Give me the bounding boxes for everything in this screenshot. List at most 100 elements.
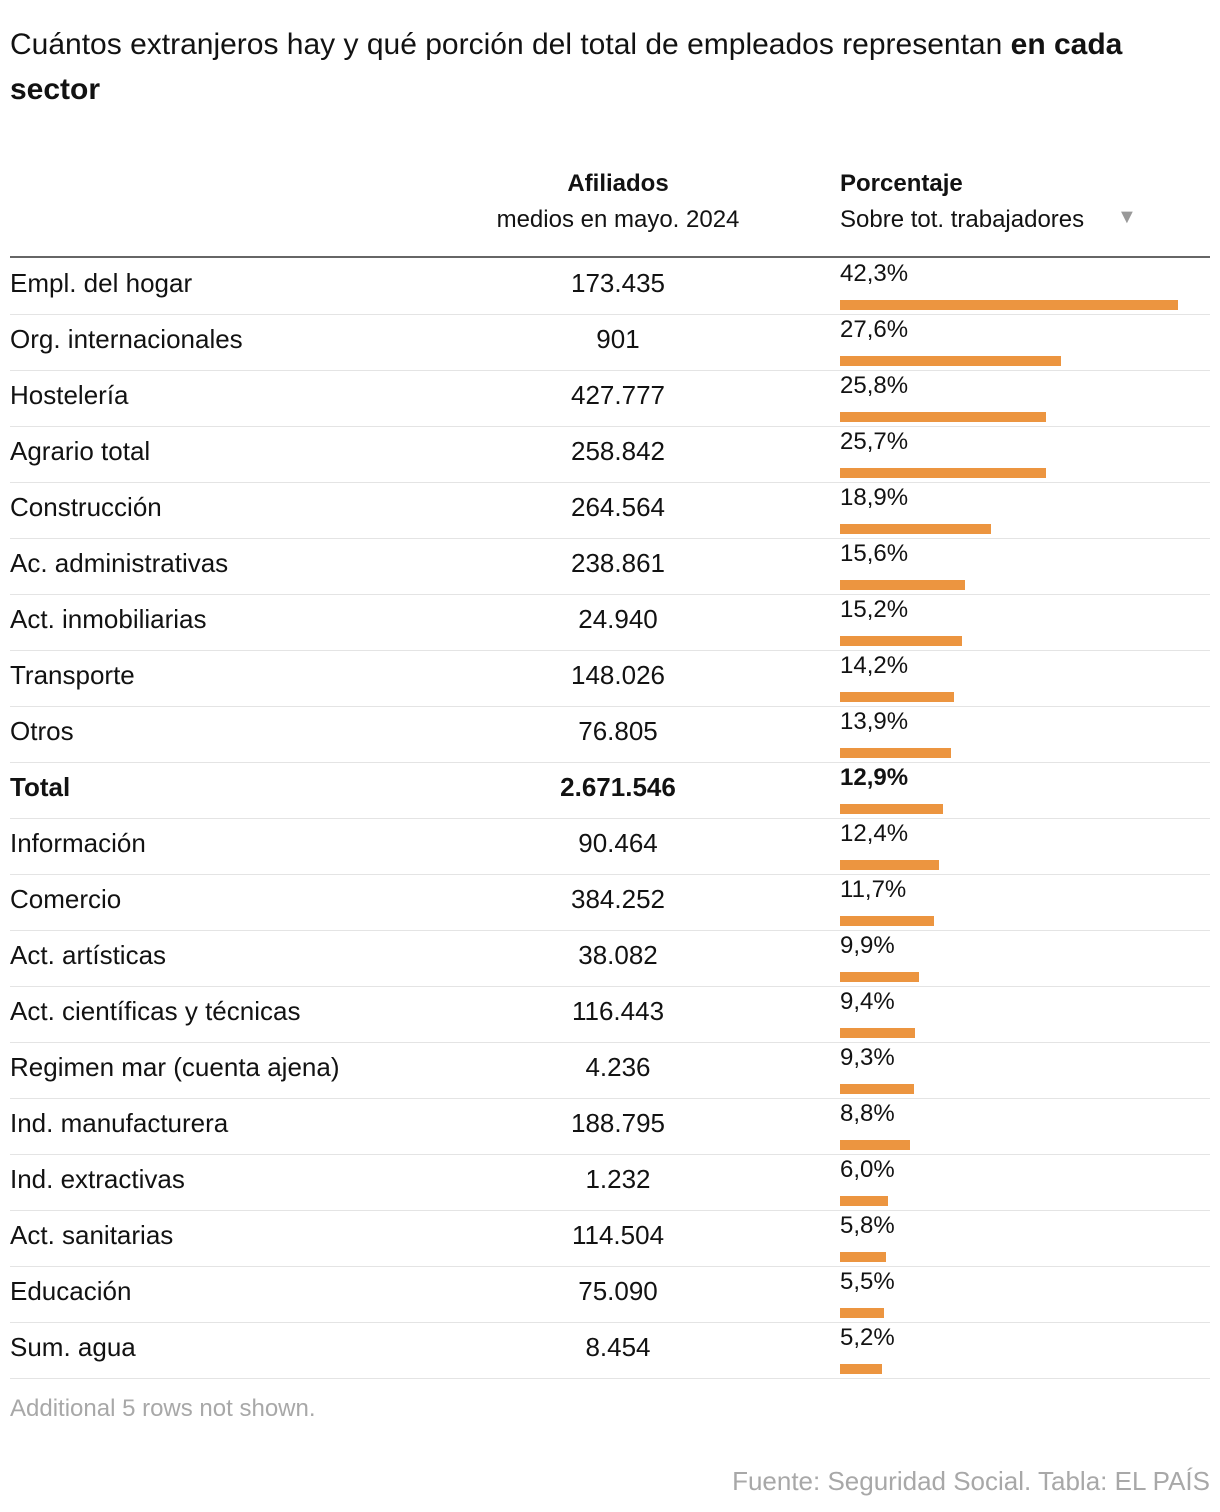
sector: Regimen mar (cuenta ajena) <box>10 1052 340 1082</box>
afiliados: 75.090 <box>578 1276 658 1306</box>
col-title: Porcentaje <box>840 170 963 197</box>
percent-label: 11,7% <box>840 876 907 903</box>
table-row: Información 90.464 12,4% <box>10 818 1210 875</box>
bar <box>840 636 962 646</box>
table-row: Sum. agua 8.454 5,2% <box>10 1322 1210 1379</box>
percent-label: 12,4% <box>840 820 909 847</box>
percent-label: 15,2% <box>840 596 909 623</box>
bar <box>840 356 1061 366</box>
bar <box>840 1196 888 1206</box>
sector: Agrario total <box>10 436 151 466</box>
sector: Comercio <box>10 884 122 914</box>
title: Cuántos extranjeros hay y qué porción de… <box>10 22 1190 112</box>
sector: Act. sanitarias <box>10 1220 174 1250</box>
percent-label: 42,3% <box>840 260 909 287</box>
afiliados: 148.026 <box>571 660 665 690</box>
sector: Ind. extractivas <box>10 1164 185 1194</box>
bar <box>840 1252 887 1262</box>
bar <box>840 412 1047 422</box>
table-row: Total 2.671.546 12,9% <box>10 762 1210 819</box>
bar <box>840 1028 916 1038</box>
col-title: Afiliados <box>567 170 669 197</box>
col-subtitle: medios en mayo. 2024 <box>496 206 740 233</box>
afiliados: 76.805 <box>578 716 658 746</box>
bar <box>840 300 1179 310</box>
bar <box>840 1140 911 1150</box>
percent-label: 5,8% <box>840 1212 895 1239</box>
bar <box>840 468 1046 478</box>
sector: Sum. agua <box>10 1332 136 1362</box>
table-row: Educación 75.090 5,5% <box>10 1266 1210 1323</box>
afiliados: 4.236 <box>585 1052 651 1082</box>
afiliados: 24.940 <box>578 604 658 634</box>
table-row: Comercio 384.252 11,7% <box>10 874 1210 931</box>
table-row: Ind. extractivas 1.232 6,0% <box>10 1154 1210 1211</box>
sector: Hostelería <box>10 380 129 410</box>
afiliados: 114.504 <box>571 1220 665 1250</box>
table-row: Ac. administrativas 238.861 15,6% <box>10 538 1210 595</box>
table-row: Ind. manufacturera 188.795 8,8% <box>10 1098 1210 1155</box>
sort-icon[interactable]: ▼ <box>1117 206 1137 228</box>
bar <box>840 916 934 926</box>
sector: Construcción <box>10 492 162 522</box>
sector: Act. científicas y técnicas <box>10 996 301 1026</box>
afiliados: 238.861 <box>571 548 665 578</box>
sector: Transporte <box>10 660 135 690</box>
table-row: Hostelería 427.777 25,8% <box>10 370 1210 427</box>
bar <box>840 692 954 702</box>
table-row: Regimen mar (cuenta ajena) 4.236 9,3% <box>10 1042 1210 1099</box>
afiliados: 116.443 <box>571 996 665 1026</box>
percent-label: 9,9% <box>840 932 895 959</box>
percent-label: 25,8% <box>840 372 909 399</box>
afiliados: 1.232 <box>585 1164 651 1194</box>
sector: Ind. manufacturera <box>10 1108 229 1138</box>
afiliados: 384.252 <box>571 884 665 914</box>
bar <box>840 1084 915 1094</box>
bar <box>840 1308 884 1318</box>
table-row: Otros 76.805 13,9% <box>10 706 1210 763</box>
sector: Org. internacionales <box>10 324 243 354</box>
afiliados: 264.564 <box>571 492 665 522</box>
bar <box>840 860 940 870</box>
afiliados: 8.454 <box>585 1332 651 1362</box>
source: Fuente: Seguridad Social. Tabla: EL PAÍS <box>732 1466 1210 1496</box>
bar <box>840 580 965 590</box>
table-row: Act. científicas y técnicas 116.443 9,4% <box>10 986 1210 1043</box>
percent-label: 18,9% <box>840 484 909 511</box>
afiliados: 173.435 <box>571 268 665 298</box>
table-row: Org. internacionales 901 27,6% <box>10 314 1210 371</box>
afiliados: 901 <box>596 324 640 354</box>
percent-label: 12,9% <box>840 764 909 791</box>
bar <box>840 748 952 758</box>
afiliados: 38.082 <box>578 940 658 970</box>
table-row: Empl. del hogar 173.435 42,3% <box>10 258 1210 315</box>
sector: Educación <box>10 1276 132 1306</box>
percent-label: 9,3% <box>840 1044 895 1071</box>
header-rule <box>10 256 1210 258</box>
sector: Act. artísticas <box>10 940 167 970</box>
table-row: Construcción 264.564 18,9% <box>10 482 1210 539</box>
col-subtitle: Sobre tot. trabajadores <box>840 206 1085 233</box>
sector: Ac. administrativas <box>10 548 229 578</box>
percent-label: 14,2% <box>840 652 909 679</box>
percent-label: 9,4% <box>840 988 895 1015</box>
table-row: Act. artísticas 38.082 9,9% <box>10 930 1210 987</box>
title-text: Cuántos extranjeros hay y qué porción de… <box>10 28 1003 61</box>
percent-label: 5,2% <box>840 1324 895 1351</box>
table-row: Act. sanitarias 114.504 5,8% <box>10 1210 1210 1267</box>
percent-label: 6,0% <box>840 1156 895 1183</box>
percent-label: 27,6% <box>840 316 909 343</box>
title-bold: en cada sector <box>10 28 1123 106</box>
sector: Act. inmobiliarias <box>10 604 207 634</box>
table-row: Act. inmobiliarias 24.940 15,2% <box>10 594 1210 651</box>
percent-label: 8,8% <box>840 1100 895 1127</box>
percent-label: 5,5% <box>840 1268 895 1295</box>
note: Additional 5 rows not shown. <box>10 1395 316 1422</box>
afiliados: 188.795 <box>571 1108 665 1138</box>
table-row: Agrario total 258.842 25,7% <box>10 426 1210 483</box>
afiliados: 90.464 <box>578 828 658 858</box>
afiliados: 258.842 <box>571 436 665 466</box>
afiliados: 2.671.546 <box>560 772 676 802</box>
sector: Total <box>10 772 71 802</box>
